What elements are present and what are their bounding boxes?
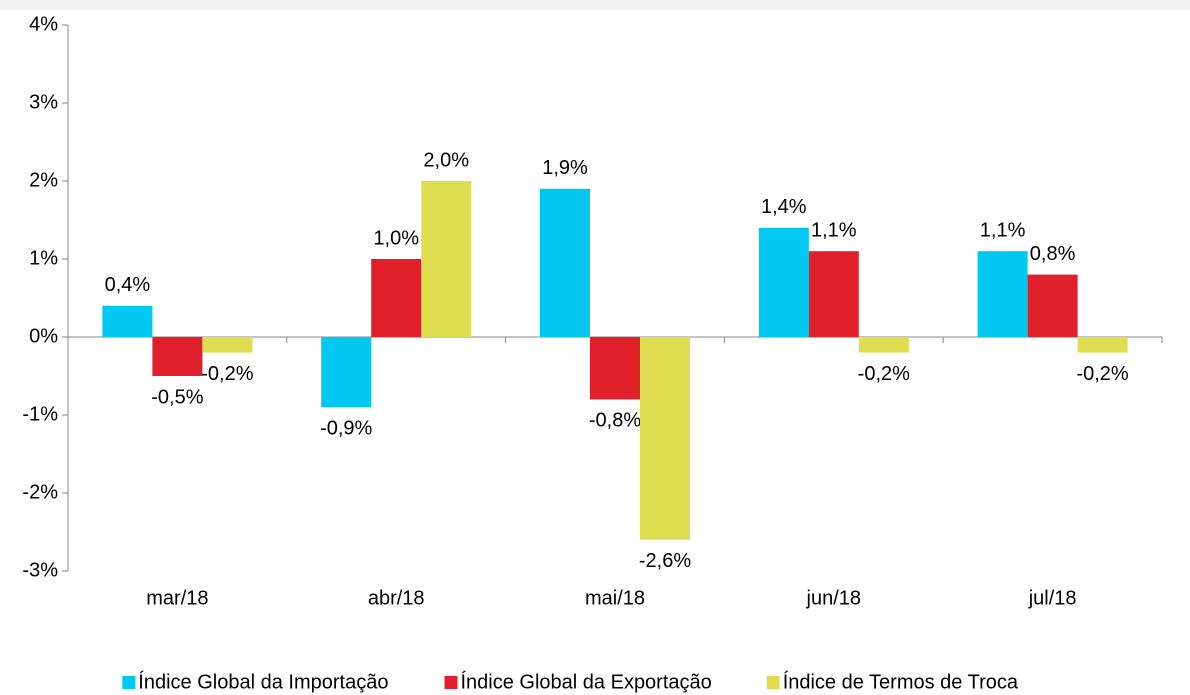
y-tick-label: 0% (29, 325, 58, 347)
bar (758, 227, 809, 337)
y-tick-label: -2% (22, 481, 58, 503)
x-tick-label: jul/18 (1028, 587, 1077, 609)
legend-swatch (766, 676, 780, 689)
legend-swatch (122, 676, 136, 689)
bar (421, 181, 472, 337)
y-tick-label: -3% (22, 559, 58, 581)
value-label: -0,2% (858, 363, 910, 385)
legend-label: Índice Global da Exportação (461, 670, 712, 693)
top-band (0, 0, 1190, 10)
value-label: 1,0% (373, 227, 419, 249)
y-tick-label: -1% (22, 403, 58, 425)
legend-label: Índice Global da Importação (138, 670, 388, 693)
bar (590, 337, 640, 400)
x-tick-label: abr/18 (368, 587, 425, 609)
x-tick-label: mar/18 (146, 587, 208, 609)
x-tick-label: mai/18 (585, 587, 645, 609)
value-label: 1,4% (761, 196, 807, 218)
y-tick-label: 1% (29, 247, 58, 269)
value-label: 2,0% (423, 149, 469, 171)
bar (1077, 337, 1128, 353)
bar (202, 337, 253, 353)
value-label: 1,9% (542, 157, 588, 179)
value-label: -2,6% (639, 550, 691, 572)
legend-swatch (444, 676, 458, 689)
y-tick-label: 4% (29, 13, 58, 35)
bar (1027, 274, 1078, 337)
bar (540, 188, 590, 337)
bar (371, 259, 422, 337)
value-label: -0,2% (1076, 363, 1128, 385)
value-label: 1,1% (980, 219, 1026, 241)
bar (152, 337, 203, 376)
bar (977, 251, 1028, 337)
bar (102, 305, 153, 337)
legend-label: Índice de Termos de Troca (783, 670, 1019, 693)
value-label: 0,4% (105, 274, 151, 296)
value-label: 1,1% (811, 219, 857, 241)
value-label: -0,8% (589, 410, 641, 432)
value-label: -0,2% (201, 363, 253, 385)
x-tick-label: jun/18 (806, 587, 862, 609)
bar (808, 251, 859, 337)
bar (321, 337, 372, 408)
value-label: -0,9% (320, 417, 372, 439)
bar (640, 337, 690, 540)
value-label: -0,5% (151, 386, 203, 408)
bar (858, 337, 909, 353)
y-tick-label: 3% (29, 91, 58, 113)
value-label: 0,8% (1030, 243, 1076, 265)
y-tick-label: 2% (29, 169, 58, 191)
